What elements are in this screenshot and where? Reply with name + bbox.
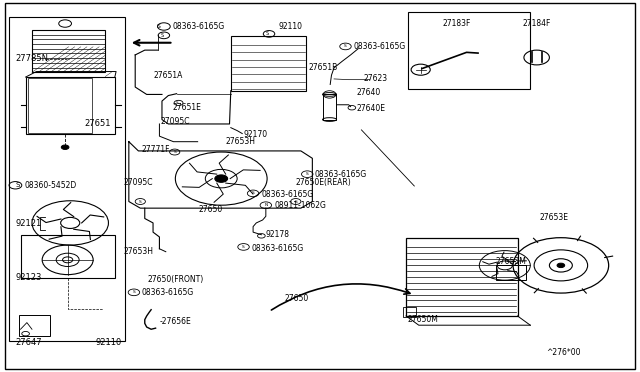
- Text: S: S: [252, 191, 255, 195]
- Circle shape: [557, 263, 564, 267]
- Text: 27651B: 27651B: [308, 63, 338, 72]
- Text: 08363-6165G: 08363-6165G: [172, 22, 225, 31]
- Text: -27656E: -27656E: [159, 317, 191, 326]
- Text: 27650: 27650: [285, 294, 309, 303]
- Text: 27640E: 27640E: [357, 104, 386, 113]
- Text: 92123: 92123: [15, 273, 42, 282]
- Text: S: S: [15, 182, 20, 188]
- Text: 27653M: 27653M: [495, 257, 526, 266]
- Text: 27650(FRONT): 27650(FRONT): [148, 275, 204, 283]
- Text: 08363-6165G: 08363-6165G: [353, 42, 405, 51]
- Text: S: S: [176, 101, 179, 105]
- Text: 27183F: 27183F: [442, 19, 471, 28]
- Bar: [32, 30, 105, 72]
- Text: 27651E: 27651E: [172, 103, 201, 112]
- Text: 08363-6165G: 08363-6165G: [141, 288, 194, 297]
- Bar: [403, 308, 415, 317]
- Circle shape: [215, 175, 228, 182]
- Circle shape: [61, 145, 69, 150]
- Text: S: S: [173, 150, 176, 154]
- Bar: [496, 264, 527, 280]
- Text: 92110: 92110: [278, 22, 303, 31]
- Text: 27653H: 27653H: [226, 137, 256, 146]
- Text: 92178: 92178: [266, 230, 290, 239]
- Bar: [28, 78, 92, 133]
- Text: S: S: [157, 24, 161, 29]
- Text: ^276*00: ^276*00: [546, 349, 580, 357]
- Bar: [19, 315, 50, 336]
- Text: 27651A: 27651A: [153, 71, 182, 80]
- Text: S: S: [266, 31, 269, 36]
- Text: 27095C: 27095C: [161, 117, 190, 126]
- Text: N: N: [264, 203, 268, 207]
- Text: S: S: [294, 199, 297, 203]
- Text: S: S: [132, 290, 135, 294]
- Text: S: S: [161, 33, 164, 38]
- Bar: [406, 238, 518, 316]
- Text: 27650M: 27650M: [408, 315, 439, 324]
- Text: 27647: 27647: [15, 338, 42, 347]
- Text: 27653H: 27653H: [124, 247, 154, 256]
- Text: 92170: 92170: [244, 130, 268, 139]
- Text: 27623: 27623: [364, 74, 387, 83]
- Text: 27771F: 27771F: [141, 145, 170, 154]
- Text: 27650: 27650: [199, 205, 223, 215]
- Bar: [26, 77, 115, 134]
- Bar: [231, 36, 306, 91]
- Text: 27095C: 27095C: [124, 178, 153, 187]
- Text: S: S: [242, 245, 245, 249]
- Bar: [20, 235, 115, 278]
- Text: S: S: [344, 44, 347, 48]
- Text: 27640: 27640: [357, 89, 381, 97]
- Text: S: S: [139, 199, 141, 203]
- Text: 27650E(REAR): 27650E(REAR): [296, 178, 351, 187]
- Bar: [408, 13, 531, 89]
- Bar: [323, 94, 336, 119]
- Text: 27653E: 27653E: [540, 213, 569, 222]
- Text: 92110: 92110: [96, 338, 122, 347]
- Text: 27651: 27651: [84, 119, 111, 128]
- Text: 27785N: 27785N: [15, 54, 49, 63]
- Bar: [9, 17, 125, 341]
- Text: 27184F: 27184F: [523, 19, 551, 28]
- Text: 08363-6165G: 08363-6165G: [251, 244, 303, 253]
- Text: 08360-5452D: 08360-5452D: [24, 181, 77, 190]
- Text: 08911-1062G: 08911-1062G: [274, 201, 326, 210]
- Text: 08363-6165G: 08363-6165G: [315, 170, 367, 179]
- Text: 08363-6165G: 08363-6165G: [261, 190, 314, 199]
- Text: 92121: 92121: [15, 219, 42, 228]
- Text: S: S: [306, 172, 308, 176]
